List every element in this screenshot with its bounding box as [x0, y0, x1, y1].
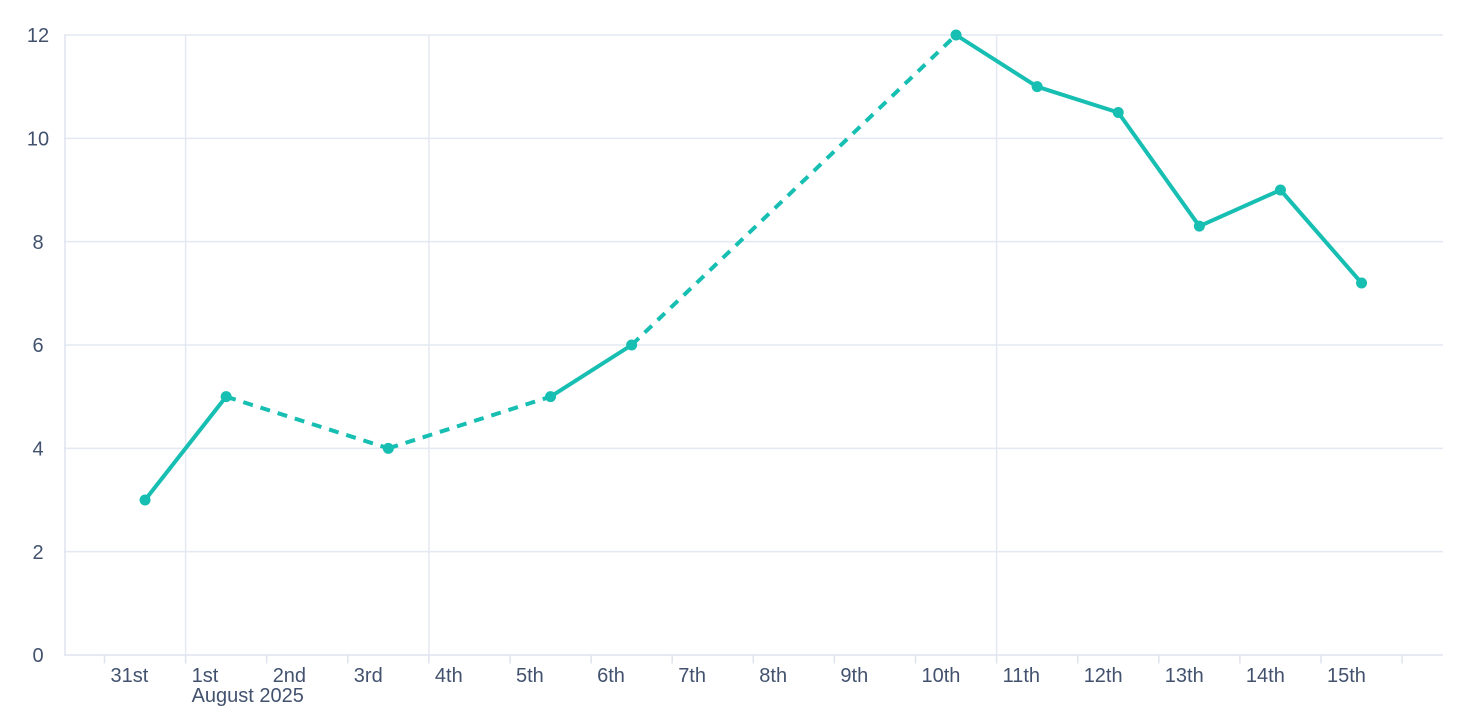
x-tick-label: 12th [1084, 665, 1123, 687]
data-point-marker[interactable] [950, 29, 962, 41]
x-tick-label: 9th [840, 665, 868, 687]
x-tick-label: 31st [111, 665, 149, 687]
y-tick-label: 4 [32, 439, 43, 461]
y-tick-label: 8 [32, 232, 43, 254]
horizontal-gridlines [64, 34, 1443, 656]
series-line-segment-solid [954, 33, 1040, 89]
month-label: August 2025 [192, 685, 304, 707]
data-point-marker[interactable] [626, 339, 638, 351]
y-tick-label: 2 [32, 542, 43, 564]
series-line-segment-solid [548, 343, 634, 399]
x-tick-label: 3rd [354, 665, 383, 687]
series-line-segment-solid [1278, 188, 1364, 285]
y-tick-label: 12 [27, 25, 49, 47]
y-tick-label: 10 [27, 129, 49, 151]
data-point-marker[interactable] [139, 494, 151, 506]
x-tick-label: 10th [922, 665, 961, 687]
data-point-marker[interactable] [1031, 81, 1043, 93]
x-tick-label: 2nd [273, 665, 306, 687]
series-line [143, 33, 1364, 502]
vertical-gridlines [184, 35, 998, 655]
y-axis-labels: 0 2 4 6 8 10 12 [27, 25, 49, 667]
x-tick-label: 14th [1246, 665, 1285, 687]
x-tick-label: 6th [597, 665, 625, 687]
x-tick-label: 5th [516, 665, 544, 687]
x-tick-label: 1st [192, 665, 219, 687]
data-point-marker[interactable] [382, 442, 394, 454]
x-axis-labels: 31st 1st 2nd 3rd 4th 5th 6th 7th 8th 9th 10th 11th 1… [111, 665, 1366, 707]
x-tick-label: 13th [1165, 665, 1204, 687]
series-line-segment-dashed [225, 394, 389, 451]
series-line-segment-solid [1035, 84, 1121, 115]
x-tick-label: 7th [678, 665, 706, 687]
x-tick-label: 11th [1003, 665, 1040, 687]
x-tick-label: 8th [759, 665, 787, 687]
y-tick-label: 0 [32, 645, 43, 667]
series-line-segment-solid [143, 394, 229, 502]
series-markers [139, 29, 1368, 506]
data-point-marker[interactable] [1193, 220, 1205, 232]
data-point-marker[interactable] [545, 391, 557, 403]
x-axis-ticks [103, 655, 1403, 664]
y-tick-label: 6 [32, 335, 43, 357]
data-point-marker[interactable] [220, 391, 232, 403]
x-tick-label: 15th [1327, 665, 1366, 687]
data-point-marker[interactable] [1274, 184, 1286, 196]
x-tick-label: 4th [435, 665, 463, 687]
series-line-segment-dashed [630, 33, 958, 347]
data-point-marker[interactable] [1112, 107, 1124, 118]
series-line-segment-solid [1116, 110, 1202, 229]
series-line-segment-dashed [387, 394, 552, 451]
data-point-marker[interactable] [1356, 277, 1368, 289]
series-line-segment-solid [1197, 188, 1283, 229]
